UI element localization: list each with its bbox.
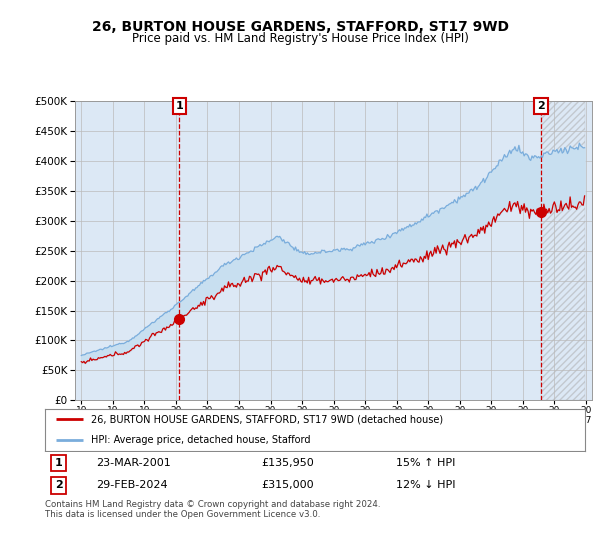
Text: 26, BURTON HOUSE GARDENS, STAFFORD, ST17 9WD (detached house): 26, BURTON HOUSE GARDENS, STAFFORD, ST17…	[91, 414, 443, 424]
Text: 2: 2	[55, 480, 62, 490]
Text: 15% ↑ HPI: 15% ↑ HPI	[396, 458, 455, 468]
Text: 2: 2	[537, 101, 545, 111]
Text: 29-FEB-2024: 29-FEB-2024	[96, 480, 168, 490]
Text: £315,000: £315,000	[261, 480, 314, 490]
Text: 26, BURTON HOUSE GARDENS, STAFFORD, ST17 9WD: 26, BURTON HOUSE GARDENS, STAFFORD, ST17…	[91, 20, 509, 34]
Text: HPI: Average price, detached house, Stafford: HPI: Average price, detached house, Staf…	[91, 435, 310, 445]
Text: £135,950: £135,950	[261, 458, 314, 468]
Text: 1: 1	[176, 101, 183, 111]
Text: 1: 1	[55, 458, 62, 468]
Text: 23-MAR-2001: 23-MAR-2001	[96, 458, 171, 468]
Text: Price paid vs. HM Land Registry's House Price Index (HPI): Price paid vs. HM Land Registry's House …	[131, 32, 469, 45]
Text: Contains HM Land Registry data © Crown copyright and database right 2024.
This d: Contains HM Land Registry data © Crown c…	[45, 500, 380, 519]
Text: 12% ↓ HPI: 12% ↓ HPI	[396, 480, 455, 490]
